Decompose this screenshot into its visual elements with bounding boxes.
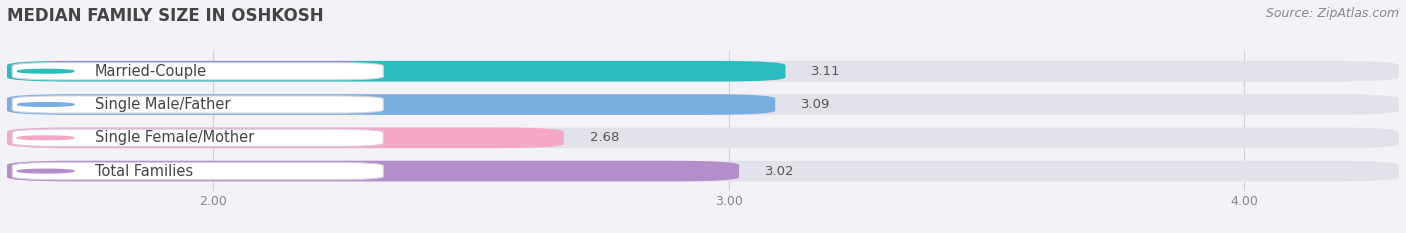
Text: 2.68: 2.68 xyxy=(589,131,619,144)
Text: Single Female/Mother: Single Female/Mother xyxy=(94,130,254,145)
FancyBboxPatch shape xyxy=(13,129,384,147)
Text: 3.11: 3.11 xyxy=(811,65,841,78)
FancyBboxPatch shape xyxy=(13,96,384,113)
Circle shape xyxy=(17,69,75,73)
FancyBboxPatch shape xyxy=(7,61,786,82)
FancyBboxPatch shape xyxy=(7,61,1399,82)
FancyBboxPatch shape xyxy=(13,63,384,80)
Text: MEDIAN FAMILY SIZE IN OSHKOSH: MEDIAN FAMILY SIZE IN OSHKOSH xyxy=(7,7,323,25)
Text: Single Male/Father: Single Male/Father xyxy=(94,97,231,112)
Text: 3.09: 3.09 xyxy=(801,98,831,111)
FancyBboxPatch shape xyxy=(7,127,564,148)
Text: Total Families: Total Families xyxy=(94,164,193,178)
FancyBboxPatch shape xyxy=(13,162,384,180)
FancyBboxPatch shape xyxy=(7,161,1399,182)
Circle shape xyxy=(17,169,75,173)
FancyBboxPatch shape xyxy=(7,127,1399,148)
Text: Married-Couple: Married-Couple xyxy=(94,64,207,79)
FancyBboxPatch shape xyxy=(7,94,1399,115)
Text: 3.02: 3.02 xyxy=(765,164,794,178)
Circle shape xyxy=(17,136,75,140)
FancyBboxPatch shape xyxy=(7,94,775,115)
Text: Source: ZipAtlas.com: Source: ZipAtlas.com xyxy=(1265,7,1399,20)
Circle shape xyxy=(17,103,75,106)
FancyBboxPatch shape xyxy=(7,161,740,182)
